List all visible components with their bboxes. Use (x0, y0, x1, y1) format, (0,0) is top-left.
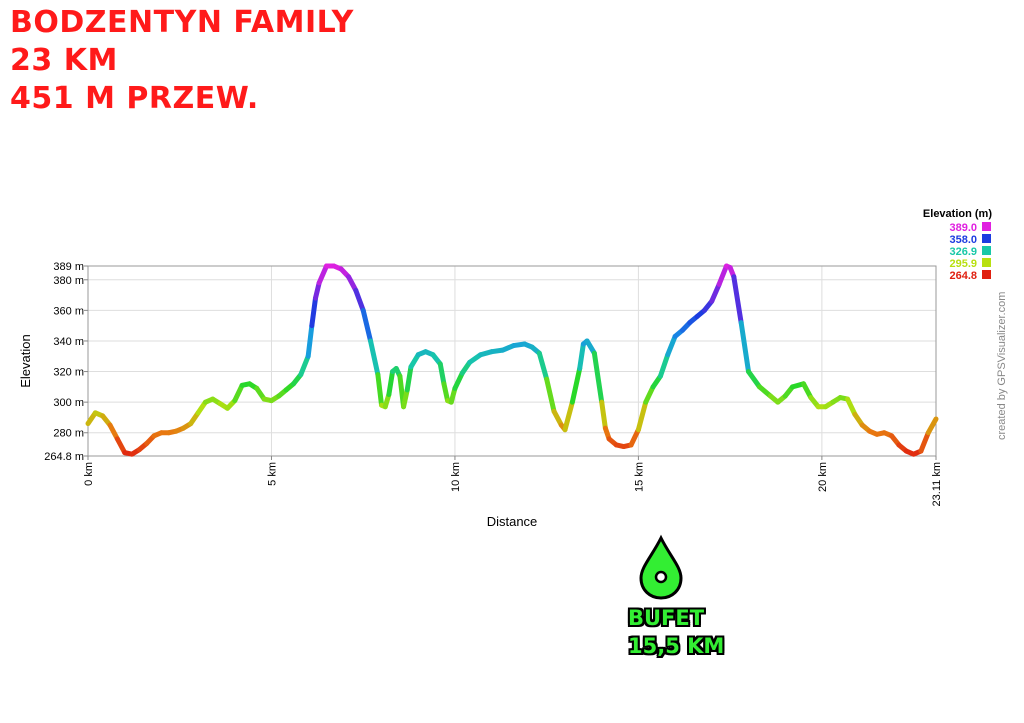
y-tick-label: 280 m (53, 428, 84, 440)
legend-entry-label: 295.9 (949, 258, 977, 270)
y-tick-label: 340 m (53, 336, 84, 348)
profile-segment (313, 280, 322, 301)
profile-segment (404, 364, 414, 393)
credit-text: created by GPSVisualizer.com (996, 291, 1008, 440)
x-tick-label: 0 km (83, 462, 95, 486)
profile-segment (925, 416, 939, 436)
x-tick-label: 10 km (450, 462, 462, 492)
y-tick-label: 320 m (53, 367, 84, 379)
profile-segment (346, 274, 359, 293)
legend-entry-label: 358.0 (949, 234, 977, 246)
profile-segment (305, 323, 315, 359)
x-tick-label: 20 km (817, 462, 829, 492)
profile-segment (599, 399, 608, 431)
profile-segment (643, 384, 656, 405)
profile-segment (309, 295, 319, 329)
profile-segment (635, 399, 649, 433)
legend-swatch (982, 258, 991, 267)
profile-segment (591, 350, 605, 405)
drop-pin-icon (639, 534, 683, 600)
legend-entry-label: 389.0 (949, 222, 977, 234)
profile-segment (353, 287, 366, 313)
y-tick-label: 380 m (53, 275, 84, 287)
profile-segment (360, 307, 374, 344)
profile-segment (738, 320, 751, 375)
route-distance: 23 KM (10, 43, 118, 78)
profile-segment (437, 361, 447, 387)
legend-entry-label: 264.8 (949, 270, 977, 282)
x-tick-label: 15 km (633, 462, 645, 492)
legend-swatch (982, 246, 991, 255)
profile-segment (801, 381, 814, 401)
y-tick-label: 389 m (53, 261, 84, 273)
profile-segment (386, 369, 396, 398)
profile-segment (918, 430, 931, 454)
x-axis-ticks: 0 km 5 km 10 km 15 km 20 km 23.11 km (83, 456, 943, 506)
y-tick-label: 264.8 m (44, 451, 84, 463)
profile-segment (375, 372, 385, 408)
x-tick-label: 5 km (266, 462, 278, 486)
profile-segment (628, 427, 641, 448)
profile-segment (452, 370, 465, 391)
profile-segment (665, 333, 678, 358)
elevation-profile-line (85, 263, 939, 457)
profile-segment (577, 341, 586, 371)
profile-segment (441, 381, 451, 404)
bufet-label: BUFET (628, 606, 705, 630)
legend-entry-label: 326.9 (949, 246, 977, 258)
profile-segment (544, 376, 557, 414)
profile-segment (657, 352, 671, 379)
profile-segment (716, 263, 729, 287)
legend-swatch (982, 234, 991, 243)
legend-title: Elevation (m) (923, 208, 992, 220)
plot-frame (87, 265, 937, 457)
profile-segment (298, 353, 311, 378)
profile-segment (845, 396, 858, 417)
profile-segment (368, 338, 381, 378)
profile-segment (401, 387, 410, 410)
x-axis-label: Distance (487, 514, 538, 529)
route-title: BODZENTYN FAMILY (10, 5, 354, 40)
y-axis-ticks: 264.8 m 280 m 300 m 320 m 340 m 360 m 380 m 389… (44, 261, 88, 463)
profile-segment (709, 281, 722, 304)
route-elevation-gain: 451 M PRZEW. (10, 81, 259, 116)
profile-segment (745, 369, 763, 390)
y-tick-label: 300 m (53, 397, 84, 409)
profile-segment (316, 263, 330, 286)
chart-grid (87, 265, 937, 457)
profile-segment (232, 382, 245, 404)
legend-swatch (982, 270, 991, 279)
profile-segment (536, 350, 550, 382)
y-axis-label: Elevation (18, 334, 33, 387)
profile-segment (731, 274, 744, 326)
x-tick-label: 23.11 km (931, 462, 943, 506)
profile-segment (551, 408, 564, 428)
profile-segment (562, 399, 575, 433)
profile-segment (114, 436, 128, 456)
y-tick-label: 360 m (53, 305, 84, 317)
bufet-distance: 15,5 KM (628, 634, 725, 658)
legend-swatch (982, 222, 991, 231)
profile-segment (569, 365, 583, 405)
profile-segment (107, 422, 120, 442)
